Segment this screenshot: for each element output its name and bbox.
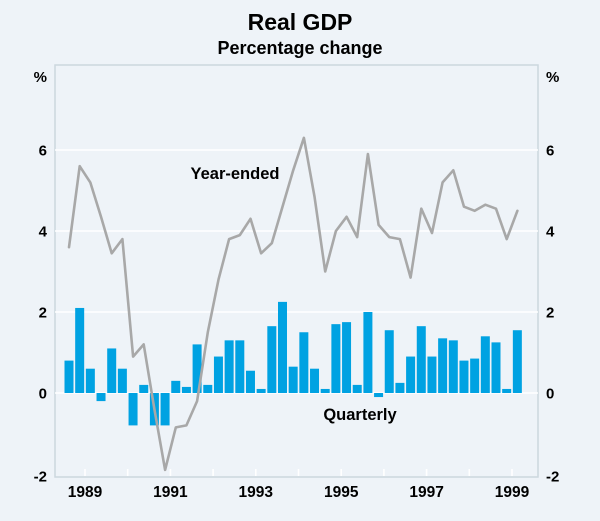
quarterly-bar xyxy=(331,324,341,393)
y-tick-right-neg2: -2 xyxy=(546,469,559,486)
quarterly-bar xyxy=(213,356,223,393)
y-tick-right-4: 4 xyxy=(546,224,555,241)
quarterly-bar xyxy=(278,301,287,393)
quarterly-bar xyxy=(139,384,149,393)
x-tick-1989: 1989 xyxy=(68,484,103,501)
y-tick-right-2: 2 xyxy=(546,305,554,322)
quarterly-bar xyxy=(117,368,127,393)
quarterly-bar xyxy=(470,358,480,393)
year-ended-line-layer xyxy=(67,136,519,472)
quarterly-bar xyxy=(171,380,181,393)
y-tick-right-6: 6 xyxy=(546,143,554,160)
quarterly-bar xyxy=(267,326,277,393)
x-tick-1999: 1999 xyxy=(495,484,530,501)
quarterly-bar xyxy=(502,388,512,393)
y-axis-unit-right: % xyxy=(546,69,559,86)
quarterly-bar xyxy=(384,330,394,393)
chart-subtitle: Percentage change xyxy=(217,38,382,58)
year-ended-line xyxy=(67,136,519,472)
quarterly-bar xyxy=(75,307,85,393)
quarterly-bar xyxy=(320,388,330,393)
quarterly-bar xyxy=(288,366,298,393)
quarterly-bar xyxy=(203,384,213,393)
quarterly-bar xyxy=(427,356,437,393)
quarterly-bar xyxy=(192,344,202,393)
quarterly-bar xyxy=(310,368,320,393)
x-tick-layer xyxy=(84,469,513,476)
x-tick-1997: 1997 xyxy=(409,484,443,501)
plot-frame xyxy=(54,64,539,478)
quarterly-bar xyxy=(480,336,490,393)
quarterly-bar xyxy=(64,360,74,393)
quarterly-bar xyxy=(85,368,95,393)
x-tick-1995: 1995 xyxy=(324,484,359,501)
quarterly-bar xyxy=(245,370,255,393)
y-tick-left-0: 0 xyxy=(39,386,47,403)
chart-title: Real GDP xyxy=(248,9,353,35)
y-tick-left-4: 4 xyxy=(39,224,48,241)
quarterly-bar xyxy=(448,340,458,393)
quarterly-bars xyxy=(64,301,522,426)
quarterly-series-label: Quarterly xyxy=(323,406,397,424)
quarterly-bar xyxy=(160,393,170,426)
quarterly-bar xyxy=(181,386,191,393)
quarterly-bar xyxy=(352,384,362,393)
quarterly-bar xyxy=(512,330,522,393)
quarterly-bar xyxy=(406,356,416,393)
y-axis-unit-left: % xyxy=(34,69,47,86)
y-tick-left-6: 6 xyxy=(39,143,47,160)
quarterly-bar xyxy=(416,326,426,393)
quarterly-bar xyxy=(438,338,448,393)
year-ended-series-label: Year-ended xyxy=(191,165,280,183)
quarterly-bar xyxy=(256,388,266,393)
quarterly-bar xyxy=(96,393,106,402)
quarterly-bar xyxy=(374,393,384,398)
quarterly-bar xyxy=(128,393,138,426)
y-tick-right-0: 0 xyxy=(546,386,554,403)
quarterly-bar xyxy=(395,382,405,393)
quarterly-bar xyxy=(459,360,469,393)
x-tick-1993: 1993 xyxy=(239,484,274,501)
quarterly-bar xyxy=(363,312,373,393)
quarterly-bar xyxy=(491,342,501,393)
quarterly-bar xyxy=(342,322,352,393)
quarterly-bar xyxy=(107,348,117,393)
y-tick-left-2: 2 xyxy=(39,305,47,322)
quarterly-bar xyxy=(235,340,245,393)
x-tick-1991: 1991 xyxy=(153,484,188,501)
quarterly-bar xyxy=(299,332,309,393)
quarterly-bar xyxy=(224,340,234,393)
y-tick-left-neg2: -2 xyxy=(34,469,47,486)
